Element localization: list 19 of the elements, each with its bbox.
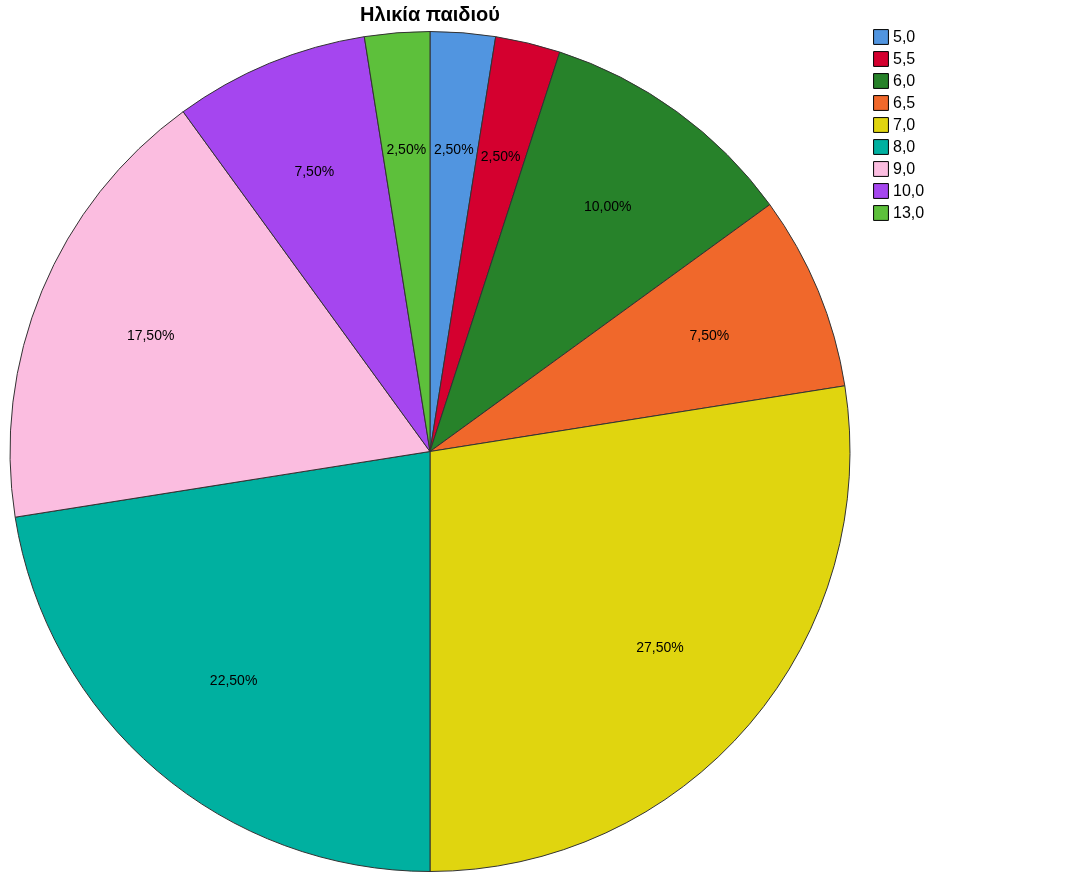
data-label: 27,50% <box>636 638 684 655</box>
data-label: 22,50% <box>209 672 258 689</box>
chart-title: Ηλικία παιδιού <box>360 3 500 25</box>
legend-label: 5,5 <box>893 50 916 67</box>
data-label: 2,50% <box>386 141 427 158</box>
data-label: 2,50% <box>433 141 474 158</box>
data-label: 2,50% <box>480 148 521 165</box>
legend-label: 7,0 <box>893 116 916 133</box>
legend-label: 9,0 <box>893 160 916 177</box>
legend-label: 6,0 <box>893 72 916 89</box>
data-label: 7,50% <box>294 163 335 180</box>
legend-label: 13,0 <box>893 204 925 221</box>
data-label: 10,00% <box>584 197 632 214</box>
data-label: 7,50% <box>689 326 730 343</box>
data-label: 17,50% <box>126 326 175 343</box>
legend-label: 10,0 <box>893 182 925 199</box>
legend-label: 6,5 <box>893 94 916 111</box>
legend-label: 8,0 <box>893 138 916 155</box>
legend-label: 5,0 <box>893 28 916 45</box>
